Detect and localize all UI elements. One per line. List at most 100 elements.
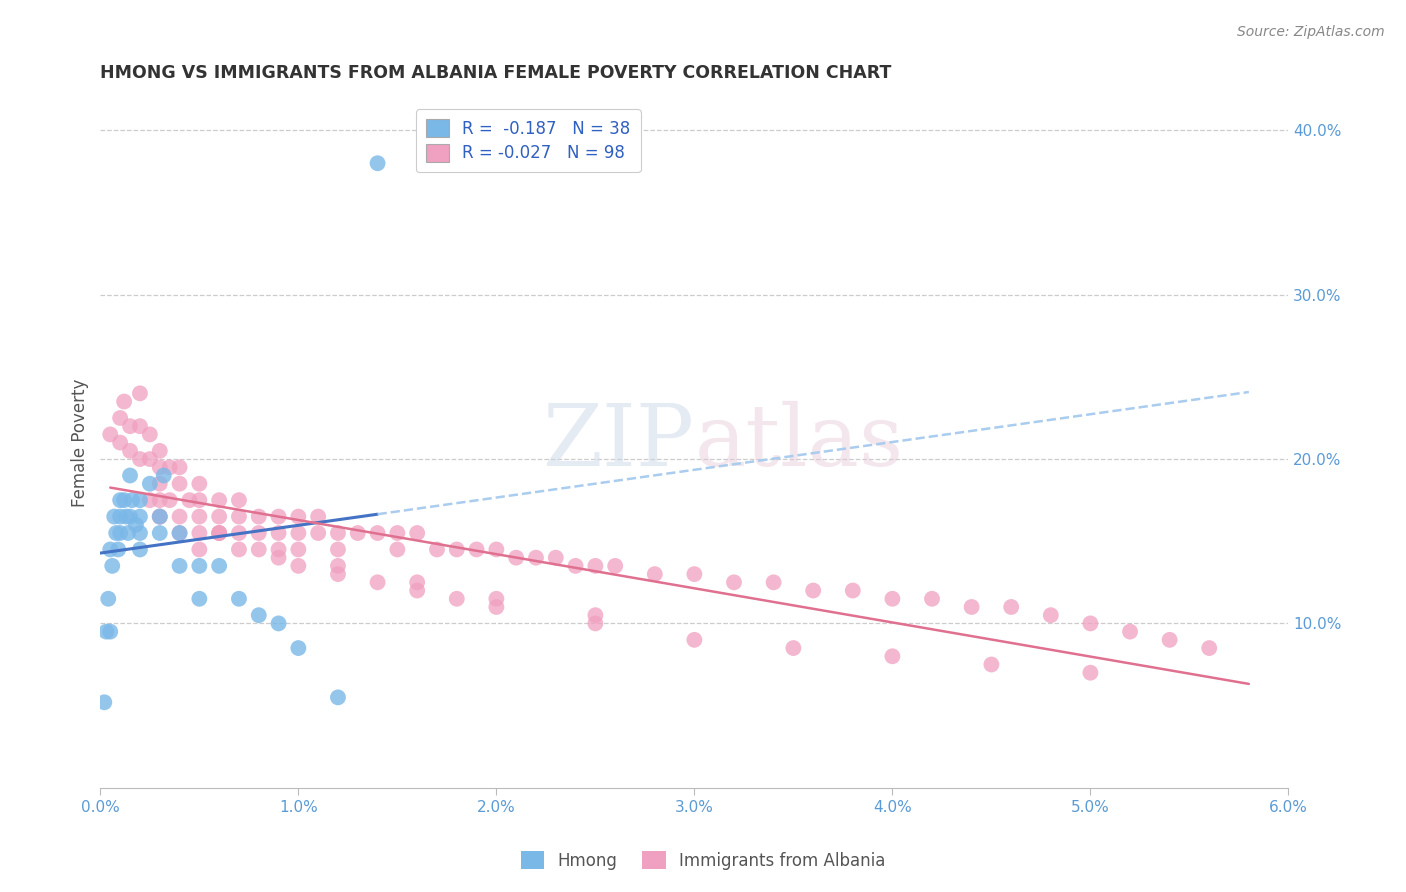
Point: [287, 526, 309, 541]
Y-axis label: Female Poverty: Female Poverty: [72, 378, 89, 507]
Point: [108, 435, 131, 450]
Point: [101, 558, 124, 573]
Point: [105, 526, 128, 541]
Point: [188, 476, 211, 491]
Point: [1080, 616, 1102, 631]
Point: [97, 591, 120, 606]
Point: [208, 526, 231, 541]
Point: [465, 542, 488, 557]
Point: [307, 526, 329, 541]
Point: [247, 509, 270, 524]
Point: [208, 509, 231, 524]
Point: [326, 567, 349, 582]
Point: [139, 493, 162, 508]
Point: [149, 476, 172, 491]
Point: [644, 567, 666, 582]
Point: [326, 690, 349, 705]
Point: [139, 476, 162, 491]
Point: [980, 657, 1002, 672]
Point: [139, 427, 162, 442]
Point: [98, 624, 121, 639]
Point: [583, 608, 606, 623]
Point: [149, 509, 172, 524]
Point: [118, 509, 141, 524]
Point: [228, 591, 250, 606]
Point: [1080, 665, 1102, 680]
Point: [801, 583, 824, 598]
Point: [228, 509, 250, 524]
Point: [188, 526, 211, 541]
Point: [367, 526, 389, 541]
Legend: R =  -0.187   N = 38, R = -0.027   N = 98: R = -0.187 N = 38, R = -0.027 N = 98: [416, 110, 641, 172]
Point: [326, 526, 349, 541]
Point: [103, 509, 125, 524]
Point: [112, 394, 135, 409]
Point: [247, 542, 270, 557]
Point: [1198, 641, 1220, 656]
Point: [505, 550, 527, 565]
Point: [98, 542, 121, 557]
Point: [118, 468, 141, 483]
Point: [485, 591, 508, 606]
Point: [446, 542, 468, 557]
Point: [117, 526, 139, 541]
Legend: Hmong, Immigrants from Albania: Hmong, Immigrants from Albania: [515, 845, 891, 877]
Text: atlas: atlas: [695, 401, 904, 484]
Point: [326, 542, 349, 557]
Point: [188, 558, 211, 573]
Point: [129, 509, 152, 524]
Point: [115, 509, 138, 524]
Point: [93, 695, 115, 709]
Point: [108, 493, 131, 508]
Point: [267, 526, 290, 541]
Point: [169, 558, 191, 573]
Point: [188, 493, 211, 508]
Point: [583, 616, 606, 631]
Point: [287, 509, 309, 524]
Point: [267, 550, 290, 565]
Point: [118, 419, 141, 434]
Point: [287, 558, 309, 573]
Point: [169, 509, 191, 524]
Point: [118, 443, 141, 458]
Point: [228, 526, 250, 541]
Point: [129, 452, 152, 467]
Point: [267, 542, 290, 557]
Point: [1000, 599, 1022, 614]
Text: HMONG VS IMMIGRANTS FROM ALBANIA FEMALE POVERTY CORRELATION CHART: HMONG VS IMMIGRANTS FROM ALBANIA FEMALE …: [100, 64, 891, 82]
Point: [247, 608, 270, 623]
Point: [107, 542, 129, 557]
Point: [267, 509, 290, 524]
Point: [169, 526, 191, 541]
Point: [149, 509, 172, 524]
Point: [406, 575, 429, 590]
Point: [129, 526, 152, 541]
Point: [267, 616, 290, 631]
Point: [108, 509, 131, 524]
Point: [762, 575, 785, 590]
Point: [605, 558, 627, 573]
Point: [307, 509, 329, 524]
Point: [149, 460, 172, 475]
Point: [485, 542, 508, 557]
Point: [882, 649, 904, 664]
Point: [129, 419, 152, 434]
Point: [169, 526, 191, 541]
Point: [960, 599, 983, 614]
Point: [188, 542, 211, 557]
Point: [683, 632, 706, 647]
Point: [108, 411, 131, 425]
Point: [921, 591, 943, 606]
Point: [326, 558, 349, 573]
Point: [406, 526, 429, 541]
Point: [149, 493, 172, 508]
Text: ZIP: ZIP: [543, 401, 695, 484]
Point: [287, 641, 309, 656]
Point: [139, 452, 162, 467]
Point: [406, 583, 429, 598]
Point: [842, 583, 865, 598]
Point: [179, 493, 201, 508]
Point: [149, 443, 172, 458]
Point: [1119, 624, 1142, 639]
Point: [524, 550, 547, 565]
